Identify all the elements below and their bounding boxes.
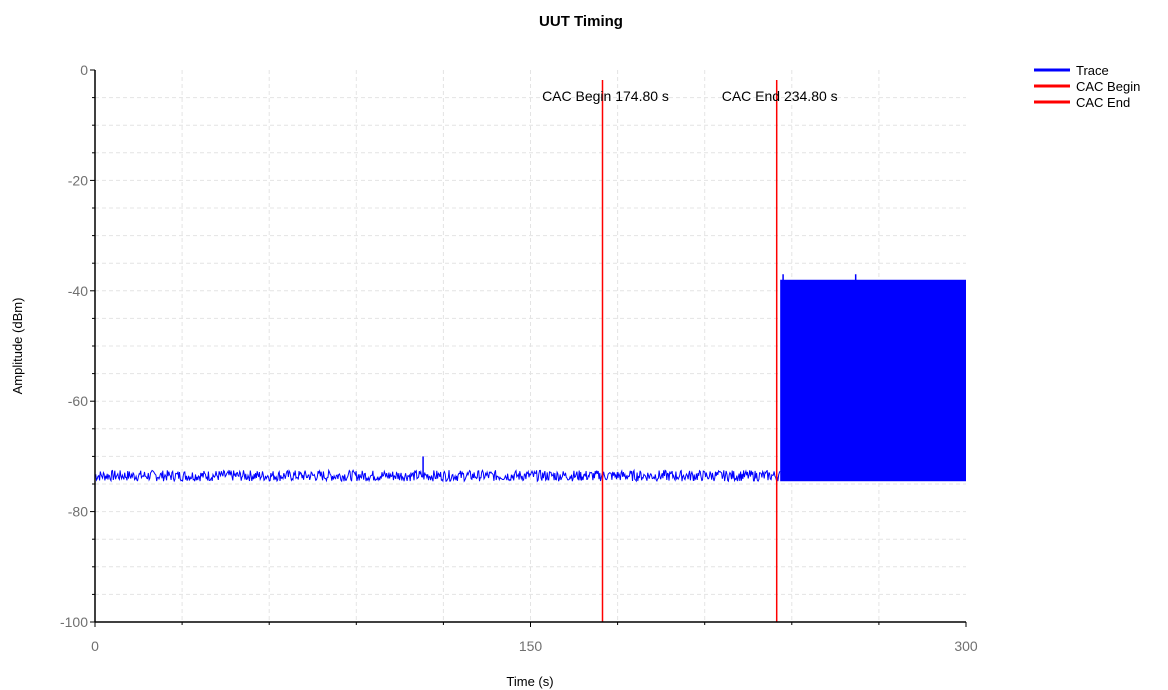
y-tick-label: -20	[68, 172, 88, 188]
x-tick-label: 150	[519, 638, 543, 654]
x-tick-label: 300	[954, 638, 978, 654]
axes	[90, 69, 967, 627]
y-tick-label: -60	[68, 393, 88, 409]
trace-burst-region	[780, 279, 966, 482]
trace-line-noise-floor	[94, 468, 781, 483]
marker-lines	[601, 80, 778, 622]
y-tick-label: -80	[68, 504, 88, 520]
legend-label-cac-end: CAC End	[1076, 95, 1130, 110]
trace-series	[94, 274, 966, 483]
x-axis-label: Time (s)	[506, 674, 553, 689]
legend-label-trace: Trace	[1076, 63, 1109, 78]
cac-end-annotation: CAC End 234.80 s	[722, 88, 838, 104]
chart-title: UUT Timing	[539, 13, 623, 30]
y-tick-label: -40	[68, 283, 88, 299]
y-axis-label: Amplitude (dBm)	[10, 298, 25, 395]
legend-label-cac-begin: CAC Begin	[1076, 79, 1140, 94]
y-tick-label: 0	[80, 62, 88, 78]
annotations: CAC Begin 174.80 s CAC End 234.80 s	[542, 88, 838, 104]
y-tick-label: -100	[60, 614, 88, 630]
x-tick-label: 0	[91, 638, 99, 654]
cac-begin-annotation: CAC Begin 174.80 s	[542, 88, 669, 104]
